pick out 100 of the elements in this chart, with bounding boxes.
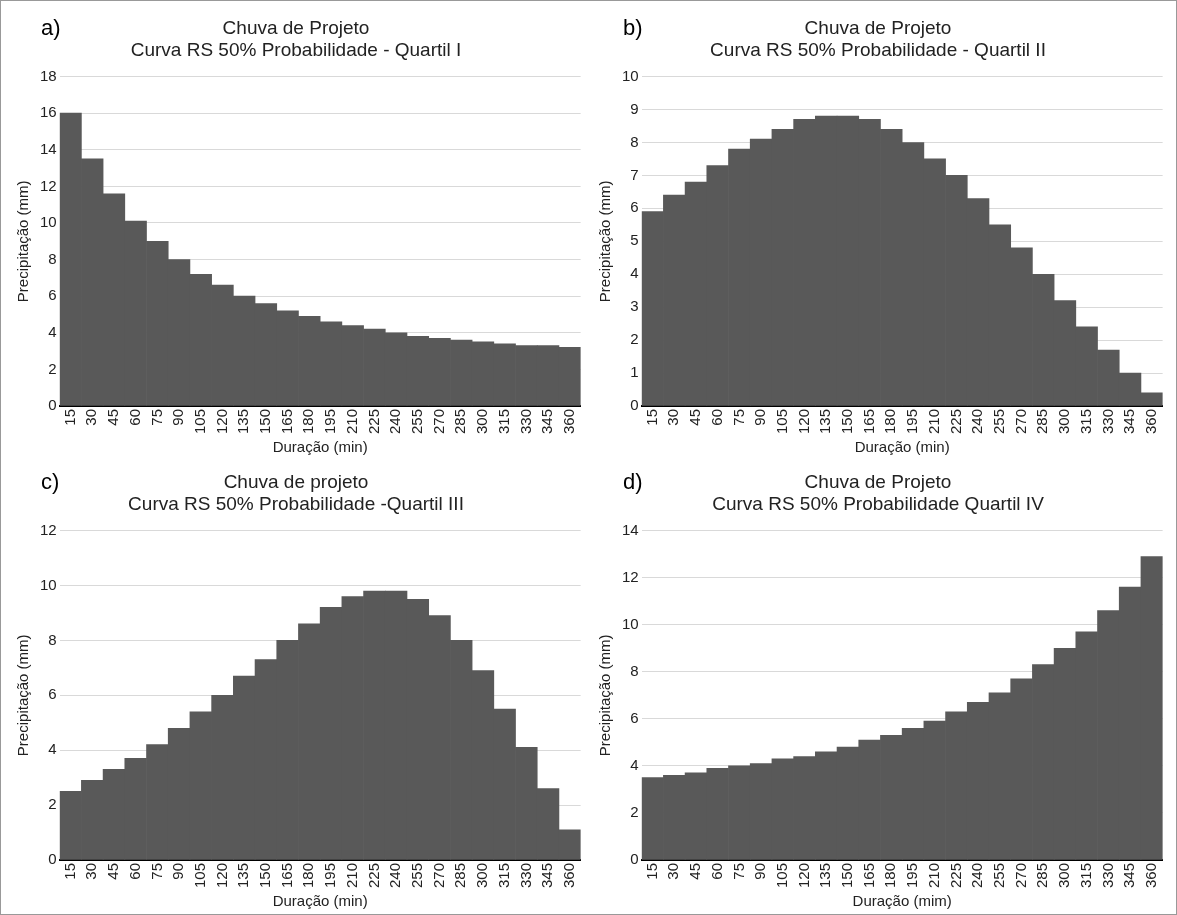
chart-subtitle: Curva RS 50% Probabilidade -Quartil III <box>128 493 464 515</box>
y-tick-label: 8 <box>48 249 57 267</box>
y-tick-label: 4 <box>48 740 57 758</box>
x-tick-label: 330 <box>516 408 534 434</box>
x-tick-label: 195 <box>321 408 339 434</box>
x-tick-label: 45 <box>686 408 704 426</box>
x-tick-label: 135 <box>234 408 252 434</box>
x-tick-label: 165 <box>277 862 295 888</box>
x-tick-label: 255 <box>989 408 1007 434</box>
x-tick-label: 165 <box>277 408 295 434</box>
x-tick-label: 60 <box>707 408 725 426</box>
chart-title: Chuva de projeto <box>223 470 369 492</box>
y-tick-label: 6 <box>48 685 57 703</box>
x-tick-label: 345 <box>1120 862 1138 888</box>
chart-subtitle: Curva RS 50% Probabilidade - Quartil II <box>710 39 1046 61</box>
y-tick-label: 0 <box>48 850 57 868</box>
x-tick-label: 135 <box>816 408 834 434</box>
x-tick-label: 285 <box>451 862 469 888</box>
x-tick-label: 240 <box>968 862 986 888</box>
x-tick-label: 195 <box>903 408 921 434</box>
x-tick-label: 360 <box>1141 862 1159 888</box>
y-tick-label: 10 <box>40 213 57 231</box>
x-tick-label: 330 <box>516 862 534 888</box>
text: d) <box>623 469 643 495</box>
x-tick-label: 120 <box>794 862 812 888</box>
x-tick-label: 195 <box>321 862 339 888</box>
chart-subtitle: Curva RS 50% Probabilidade - Quartil I <box>130 39 462 61</box>
x-tick-label: 30 <box>664 408 682 426</box>
x-tick-label: 165 <box>859 862 877 888</box>
y-tick-label: 4 <box>48 322 57 340</box>
x-tick-label: 240 <box>386 862 404 888</box>
x-tick-label: 270 <box>1011 862 1029 888</box>
chart-title: Chuva de Projeto <box>804 16 952 38</box>
y-axis-title: Precipitação (mm) <box>596 634 614 757</box>
x-tick-label: 15 <box>642 862 660 880</box>
x-tick-label: 210 <box>342 862 360 888</box>
y-tick-label: 0 <box>630 396 639 414</box>
y-tick-label: 2 <box>48 359 57 377</box>
x-tick-label: 285 <box>451 408 469 434</box>
y-tick-label: 2 <box>630 803 639 821</box>
x-tick-label: 210 <box>924 408 942 434</box>
x-tick-label: 330 <box>1098 862 1116 888</box>
y-axis-title: Precipitação (mm) <box>14 634 32 757</box>
text: a) <box>41 15 61 41</box>
x-tick-label: 15 <box>642 408 660 426</box>
x-tick-label: 345 <box>1120 408 1138 434</box>
x-tick-label: 315 <box>1076 408 1094 434</box>
y-tick-label: 2 <box>48 795 57 813</box>
x-tick-label: 360 <box>1141 408 1159 434</box>
y-tick-label: 0 <box>48 396 57 414</box>
x-tick-label: 135 <box>234 862 252 888</box>
x-tick-label: 120 <box>794 408 812 434</box>
x-tick-label: 105 <box>190 408 208 434</box>
x-axis-title: Duração (mim) <box>852 892 952 910</box>
x-tick-label: 30 <box>82 862 100 880</box>
x-tick-label: 270 <box>1011 408 1029 434</box>
y-axis-title: Precipitação (mm) <box>14 180 32 303</box>
x-tick-label: 330 <box>1098 408 1116 434</box>
y-tick-label: 4 <box>630 756 639 774</box>
x-tick-label: 255 <box>989 862 1007 888</box>
x-tick-label: 90 <box>169 408 187 426</box>
x-tick-label: 300 <box>1055 408 1073 434</box>
x-tick-label: 315 <box>494 862 512 888</box>
y-tick-label: 6 <box>630 708 639 726</box>
x-tick-label: 165 <box>859 408 877 434</box>
x-tick-label: 180 <box>299 862 317 888</box>
x-axis-title: Duração (min) <box>854 438 950 456</box>
y-tick-label: 18 <box>40 66 57 84</box>
y-tick-label: 12 <box>40 520 57 538</box>
x-tick-label: 105 <box>772 862 790 888</box>
x-tick-label: 45 <box>104 408 122 426</box>
y-tick-label: 6 <box>48 286 57 304</box>
x-tick-label: 270 <box>429 862 447 888</box>
x-tick-label: 90 <box>169 862 187 880</box>
x-tick-label: 285 <box>1033 408 1051 434</box>
x-tick-label: 75 <box>147 862 165 880</box>
x-tick-label: 150 <box>256 408 274 434</box>
x-tick-label: 180 <box>881 862 899 888</box>
x-tick-label: 150 <box>838 862 856 888</box>
x-tick-label: 225 <box>364 862 382 888</box>
x-tick-label: 180 <box>299 408 317 434</box>
x-tick-label: 60 <box>125 862 143 880</box>
x-tick-label: 300 <box>473 408 491 434</box>
x-tick-label: 195 <box>903 862 921 888</box>
x-tick-label: 60 <box>125 408 143 426</box>
x-tick-label: 30 <box>664 862 682 880</box>
x-tick-label: 300 <box>473 862 491 888</box>
x-tick-label: 225 <box>364 408 382 434</box>
x-tick-label: 300 <box>1055 862 1073 888</box>
chart-title: Chuva de Projeto <box>804 470 952 492</box>
y-axis-title: Precipitação (mm) <box>596 180 614 303</box>
y-tick-label: 10 <box>622 614 639 632</box>
y-tick-label: 10 <box>622 66 639 84</box>
x-tick-label: 75 <box>729 408 747 426</box>
x-tick-label: 225 <box>946 408 964 434</box>
x-tick-label: 30 <box>82 408 100 426</box>
x-tick-label: 255 <box>407 862 425 888</box>
x-tick-label: 120 <box>212 862 230 888</box>
y-tick-label: 3 <box>630 297 639 315</box>
text: b) <box>623 15 643 41</box>
